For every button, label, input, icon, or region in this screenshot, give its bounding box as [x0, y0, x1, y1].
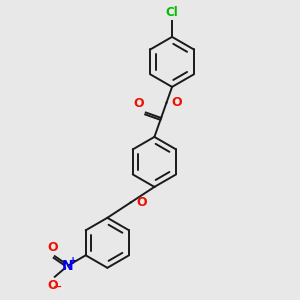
- Text: N: N: [62, 259, 74, 273]
- Text: O: O: [134, 98, 144, 110]
- Text: O: O: [47, 241, 58, 254]
- Text: O: O: [172, 96, 182, 109]
- Text: −: −: [52, 281, 62, 292]
- Text: O: O: [47, 279, 58, 292]
- Text: +: +: [69, 256, 77, 266]
- Text: O: O: [136, 196, 147, 209]
- Text: Cl: Cl: [166, 6, 178, 19]
